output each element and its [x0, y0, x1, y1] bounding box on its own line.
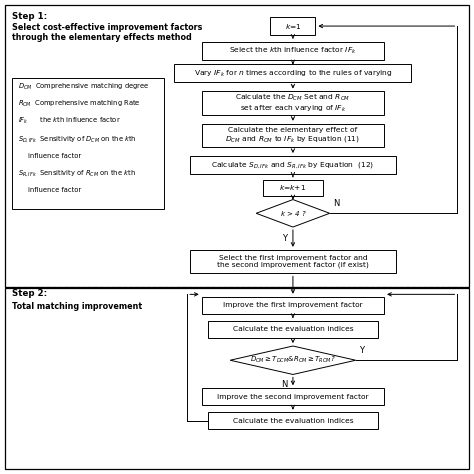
FancyBboxPatch shape — [174, 64, 411, 82]
Text: $k$=1: $k$=1 — [284, 22, 301, 30]
Text: $S_{R,IFk}$  Sensitivity of $R_{CM}$ on the $k$th: $S_{R,IFk}$ Sensitivity of $R_{CM}$ on t… — [18, 168, 135, 178]
FancyBboxPatch shape — [12, 78, 164, 209]
FancyBboxPatch shape — [201, 42, 384, 60]
Text: Calculate the elementary effect of
$D_{CM}$ and $R_{CM}$ to $IF_k$ by Equation (: Calculate the elementary effect of $D_{C… — [225, 127, 361, 144]
Text: Select the first improvement factor and
the second improvement factor (if exist): Select the first improvement factor and … — [217, 255, 369, 268]
Polygon shape — [230, 346, 356, 374]
Text: $k$=$k$+1: $k$=$k$+1 — [279, 183, 307, 192]
FancyBboxPatch shape — [201, 297, 384, 314]
Text: $k$ > 4 ?: $k$ > 4 ? — [280, 209, 306, 218]
Text: N: N — [281, 380, 288, 389]
Text: $R_{CM}$  Comprehensive matching Rate: $R_{CM}$ Comprehensive matching Rate — [18, 99, 140, 109]
Text: Total matching improvement: Total matching improvement — [12, 302, 142, 311]
Text: influence factor: influence factor — [28, 187, 82, 193]
FancyBboxPatch shape — [270, 17, 316, 35]
Text: $D_{CM}$$\geq$$T_{DCM}$&$R_{CM}$$\geq$$T_{RCM}$?: $D_{CM}$$\geq$$T_{DCM}$&$R_{CM}$$\geq$$T… — [250, 355, 336, 365]
Text: Select cost-effective improvement factors
through the elementary effects method: Select cost-effective improvement factor… — [12, 23, 202, 42]
FancyBboxPatch shape — [264, 180, 322, 196]
Text: Calculate the evaluation indices: Calculate the evaluation indices — [233, 418, 353, 424]
Polygon shape — [256, 200, 330, 227]
Text: Vary $IF_k$ for $n$ times according to the rules of varying: Vary $IF_k$ for $n$ times according to t… — [193, 68, 392, 79]
FancyBboxPatch shape — [201, 388, 384, 405]
Text: N: N — [333, 199, 340, 208]
Text: Y: Y — [359, 346, 365, 355]
Text: influence factor: influence factor — [28, 153, 82, 159]
FancyBboxPatch shape — [201, 124, 384, 147]
Text: $D_{CM}$  Comprehensive matching degree: $D_{CM}$ Comprehensive matching degree — [18, 82, 149, 92]
Text: Improve the first improvement factor: Improve the first improvement factor — [223, 302, 363, 308]
Text: Improve the second improvement factor: Improve the second improvement factor — [217, 394, 369, 400]
FancyBboxPatch shape — [208, 412, 378, 429]
FancyBboxPatch shape — [208, 321, 378, 338]
Text: $S_{D,IFk}$  Sensitivity of $D_{CM}$ on the $k$th: $S_{D,IFk}$ Sensitivity of $D_{CM}$ on t… — [18, 134, 136, 144]
Text: Y: Y — [282, 234, 287, 243]
Text: $IF_k$      the $k$th influence factor: $IF_k$ the $k$th influence factor — [18, 116, 120, 127]
FancyBboxPatch shape — [190, 250, 396, 273]
FancyBboxPatch shape — [190, 156, 396, 174]
Text: Calculate the evaluation indices: Calculate the evaluation indices — [233, 327, 353, 332]
Text: Calculate the $D_{CM}$ Set and $R_{CM}$
set after each varying of $IF_k$: Calculate the $D_{CM}$ Set and $R_{CM}$ … — [236, 92, 350, 114]
Text: Step 1:: Step 1: — [12, 12, 47, 21]
FancyBboxPatch shape — [201, 91, 384, 115]
Text: Calculate $S_{D,IFk}$ and $S_{R,IFk}$ by Equation  (12): Calculate $S_{D,IFk}$ and $S_{R,IFk}$ by… — [211, 160, 374, 170]
Text: Select the $k$th influence factor $IF_k$: Select the $k$th influence factor $IF_k$ — [229, 46, 357, 56]
Text: Step 2:: Step 2: — [12, 289, 47, 298]
